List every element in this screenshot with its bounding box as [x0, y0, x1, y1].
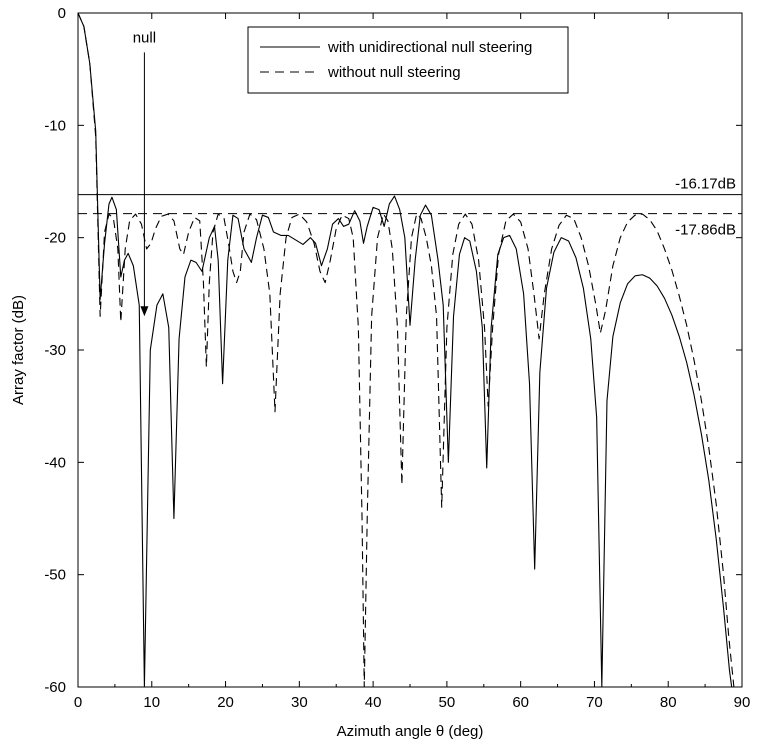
x-axis-ticks: 0 10 20 30 40 50 60 70 80 90	[74, 13, 751, 711]
reference-line-labels: -16.17dB -17.86dB	[675, 176, 736, 239]
y-axis-label: Array factor (dB)	[10, 295, 27, 405]
y-tick-label: -40	[44, 454, 66, 471]
legend-label-solid: with unidirectional null steering	[327, 39, 532, 56]
x-tick-label: 10	[143, 694, 160, 711]
reference-line-label: -17.86dB	[675, 222, 736, 239]
x-tick-label: 60	[512, 694, 529, 711]
null-annotation-label: null	[133, 29, 156, 46]
x-tick-label: 0	[74, 694, 82, 711]
series-lines	[78, 13, 735, 687]
x-tick-label: 40	[365, 694, 382, 711]
null-arrow-head	[140, 306, 149, 317]
legend: with unidirectional null steering withou…	[247, 26, 569, 94]
legend-label-dashed: without null steering	[327, 64, 461, 81]
y-tick-label: -60	[44, 679, 66, 696]
y-axis-ticks: 0 -10 -20 -30 -40 -50 -60	[44, 5, 742, 696]
x-tick-label: 20	[217, 694, 234, 711]
reference-lines	[78, 194, 742, 215]
y-tick-label: -30	[44, 342, 66, 359]
y-tick-label: -10	[44, 117, 66, 134]
series-line-without-null-steering	[78, 13, 735, 687]
plot-frame	[77, 12, 743, 688]
y-tick-label: -50	[44, 567, 66, 584]
annotations: null	[133, 29, 156, 317]
x-tick-label: 90	[734, 694, 751, 711]
series-line-with-null-steering	[78, 13, 733, 687]
y-tick-label: -20	[44, 230, 66, 247]
y-tick-label: 0	[58, 5, 66, 22]
x-axis-label: Azimuth angle θ (deg)	[337, 723, 484, 740]
x-tick-label: 80	[660, 694, 677, 711]
x-tick-label: 30	[291, 694, 308, 711]
x-tick-label: 70	[586, 694, 603, 711]
reference-line-label: -16.17dB	[675, 176, 736, 193]
legend-box	[247, 26, 569, 94]
x-tick-label: 50	[439, 694, 456, 711]
